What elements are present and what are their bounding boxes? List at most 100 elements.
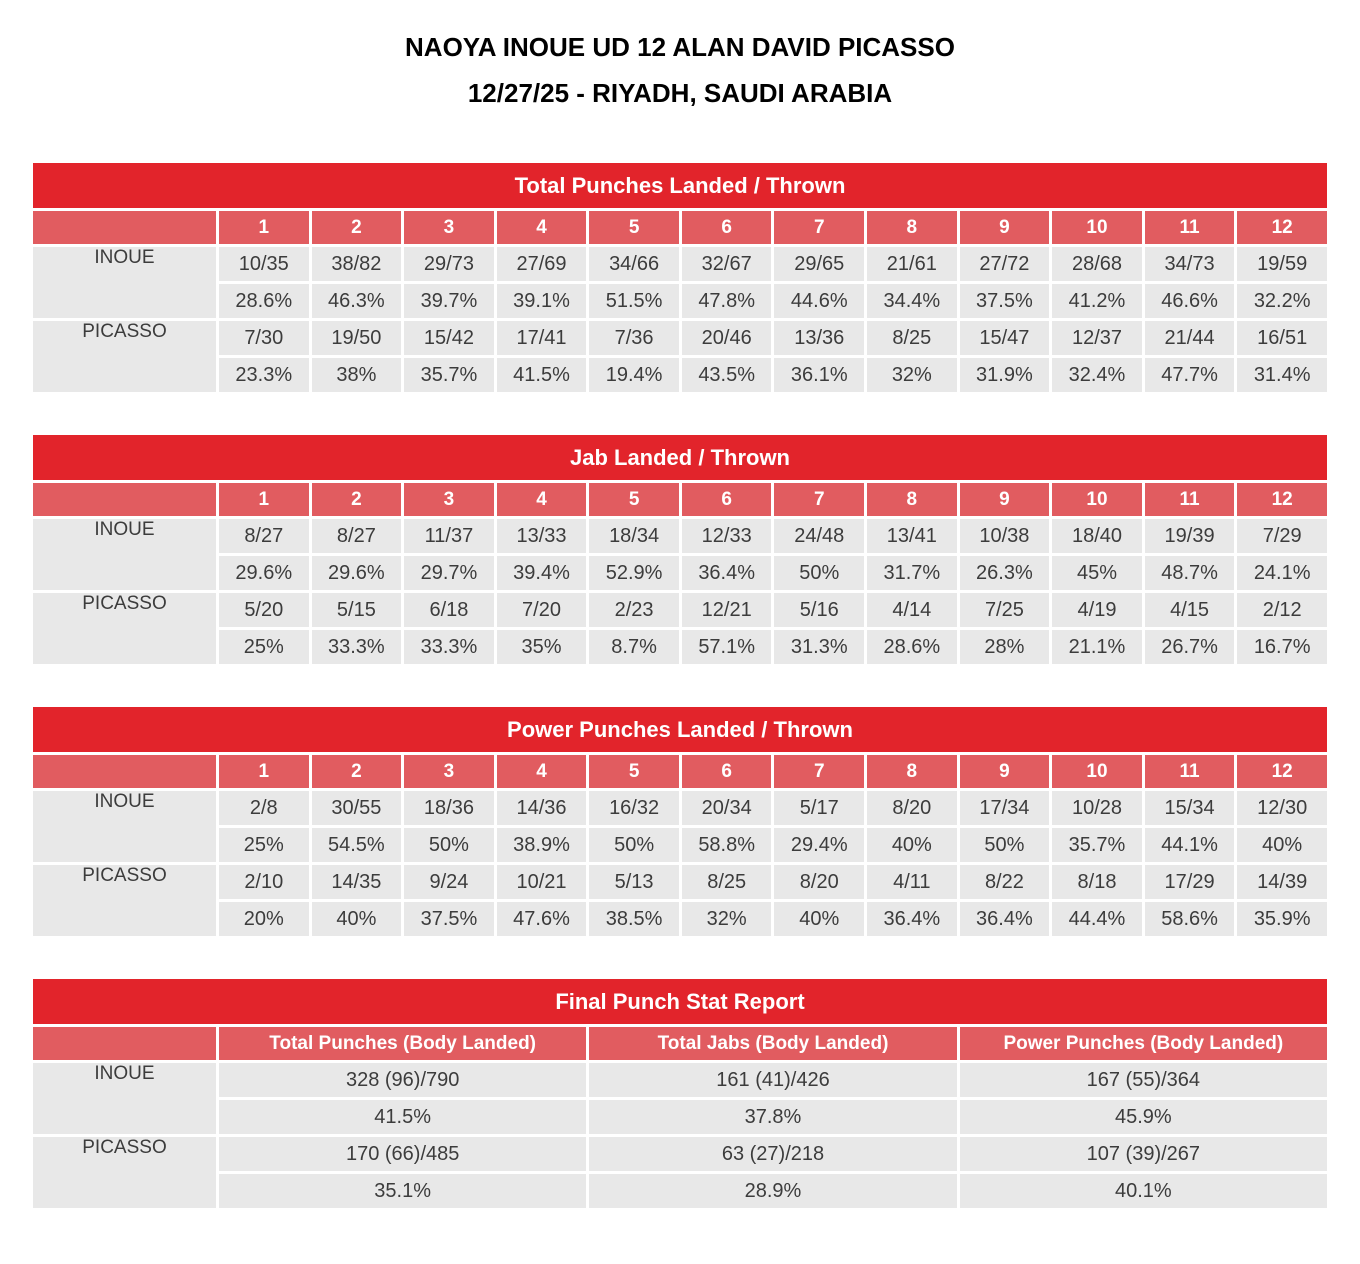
landed-thrown-cell: 32/67: [681, 247, 772, 281]
corner-cell: [33, 1027, 216, 1060]
landed-thrown-cell: 15/42: [404, 321, 494, 355]
fighter-name-cell: PICASSO: [33, 593, 216, 664]
total-landed-cell: 170 (66)/485: [219, 1137, 587, 1171]
percentage-cell: 34.4%: [867, 284, 957, 318]
landed-thrown-cell: 14/35: [311, 865, 402, 899]
percentage-cell: 26.3%: [959, 556, 1050, 590]
landed-thrown-cell: 12/37: [1052, 321, 1142, 355]
round-header-cell: 2: [311, 483, 402, 516]
round-header-cell: 11: [1144, 755, 1235, 788]
round-header-cell: 9: [959, 211, 1050, 244]
landed-thrown-cell: 15/47: [959, 321, 1050, 355]
percentage-cell: 29.6%: [311, 556, 402, 590]
landed-thrown-cell: 12/33: [681, 519, 772, 553]
landed-thrown-cell: 9/24: [404, 865, 494, 899]
round-header-cell: 8: [867, 483, 957, 516]
landed-thrown-cell: 17/29: [1144, 865, 1235, 899]
landed-thrown-cell: 14/39: [1237, 865, 1327, 899]
landed-thrown-cell: 8/20: [774, 865, 865, 899]
landed-thrown-cell: 4/11: [867, 865, 957, 899]
landed-thrown-cell: 10/35: [219, 247, 309, 281]
landed-thrown-cell: 7/29: [1237, 519, 1327, 553]
percentage-cell: 24.1%: [1237, 556, 1327, 590]
landed-thrown-cell: 34/73: [1144, 247, 1235, 281]
landed-thrown-cell: 4/19: [1052, 593, 1142, 627]
corner-cell: [33, 483, 216, 516]
percentage-cell: 50%: [589, 828, 679, 862]
stats-table-jabs: Jab Landed / Thrown 1 2 3 4 5 6 7 8 9 10 11 12 INOUE 8…: [30, 432, 1330, 667]
percentage-cell: 54.5%: [311, 828, 402, 862]
percentage-cell: 31.7%: [867, 556, 957, 590]
percentage-cell: 50%: [774, 556, 865, 590]
round-header-cell: 10: [1052, 755, 1142, 788]
landed-thrown-cell: 8/18: [1052, 865, 1142, 899]
fighter-pct-row: 25% 54.5% 50% 38.9% 50% 58.8% 29.4% 40% 50% 35.7%…: [33, 828, 1327, 862]
percentage-cell: 58.6%: [1144, 902, 1235, 936]
percentage-cell: 32%: [867, 358, 957, 392]
percentage-cell: 51.5%: [589, 284, 679, 318]
percentage-cell: 36.4%: [681, 556, 772, 590]
table-title-row: Power Punches Landed / Thrown: [33, 707, 1327, 752]
landed-thrown-cell: 13/36: [774, 321, 865, 355]
landed-thrown-cell: 2/12: [1237, 593, 1327, 627]
percentage-cell: 28.6%: [867, 630, 957, 664]
round-header-cell: 8: [867, 211, 957, 244]
percentage-cell: 45%: [1052, 556, 1142, 590]
table-title-bar: Jab Landed / Thrown: [33, 435, 1327, 480]
total-landed-cell: 161 (41)/426: [589, 1063, 957, 1097]
table-title-row: Total Punches Landed / Thrown: [33, 163, 1327, 208]
column-header-row: Total Punches (Body Landed) Total Jabs (B…: [33, 1027, 1327, 1060]
percentage-cell: 39.1%: [496, 284, 587, 318]
round-header-cell: 1: [219, 483, 309, 516]
percentage-cell: 36.4%: [959, 902, 1050, 936]
percentage-cell: 36.4%: [867, 902, 957, 936]
table-title-row: Jab Landed / Thrown: [33, 435, 1327, 480]
percentage-cell: 33.3%: [404, 630, 494, 664]
stat-report-page: NAOYA INOUE UD 12 ALAN DAVID PICASSO 12/…: [30, 0, 1330, 1211]
round-header-cell: 4: [496, 755, 587, 788]
landed-thrown-cell: 7/25: [959, 593, 1050, 627]
landed-thrown-cell: 12/21: [681, 593, 772, 627]
round-header-cell: 1: [219, 755, 309, 788]
total-landed-cell: 63 (27)/218: [589, 1137, 957, 1171]
landed-thrown-cell: 27/69: [496, 247, 587, 281]
landed-thrown-cell: 18/34: [589, 519, 679, 553]
percentage-cell: 31.4%: [1237, 358, 1327, 392]
total-landed-cell: 167 (55)/364: [959, 1063, 1327, 1097]
percentage-cell: 32%: [681, 902, 772, 936]
column-header-cell: Total Jabs (Body Landed): [589, 1027, 957, 1060]
round-header-cell: 11: [1144, 211, 1235, 244]
round-header-cell: 6: [681, 211, 772, 244]
fighter-pct-row: 23.3% 38% 35.7% 41.5% 19.4% 43.5% 36.1% 32% 31.9…: [33, 358, 1327, 392]
percentage-cell: 40%: [867, 828, 957, 862]
round-header-cell: 5: [589, 483, 679, 516]
fighter-pct-row: 35.1% 28.9% 40.1%: [33, 1174, 1327, 1208]
landed-thrown-cell: 18/36: [404, 791, 494, 825]
landed-thrown-cell: 38/82: [311, 247, 402, 281]
round-header-cell: 3: [404, 483, 494, 516]
fighter-landed-row: INOUE 10/35 38/82 29/73 27/69 34/66 32/67 29/65…: [33, 247, 1327, 318]
round-header-cell: 12: [1237, 483, 1327, 516]
percentage-cell: 50%: [404, 828, 494, 862]
percentage-cell: 29.7%: [404, 556, 494, 590]
percentage-cell: 38.5%: [589, 902, 679, 936]
landed-thrown-cell: 10/21: [496, 865, 587, 899]
round-header-cell: 5: [589, 755, 679, 788]
landed-thrown-cell: 5/15: [311, 593, 402, 627]
percentage-cell: 47.6%: [496, 902, 587, 936]
round-header-row: 1 2 3 4 5 6 7 8 9 10 11 12: [33, 483, 1327, 516]
landed-thrown-cell: 2/10: [219, 865, 309, 899]
percentage-cell: 47.8%: [681, 284, 772, 318]
percentage-cell: 32.2%: [1237, 284, 1327, 318]
total-landed-cell: 328 (96)/790: [219, 1063, 587, 1097]
percentage-cell: 19.4%: [589, 358, 679, 392]
landed-thrown-cell: 8/25: [681, 865, 772, 899]
round-header-row: 1 2 3 4 5 6 7 8 9 10 11 12: [33, 755, 1327, 788]
landed-thrown-cell: 8/25: [867, 321, 957, 355]
round-stat-tables: Total Punches Landed / Thrown 1 2 3 4 5 6 7 8 9 10…: [30, 160, 1330, 939]
landed-thrown-cell: 13/33: [496, 519, 587, 553]
round-header-cell: 12: [1237, 211, 1327, 244]
percentage-cell: 48.7%: [1144, 556, 1235, 590]
fighter-name-cell: INOUE: [33, 791, 216, 862]
landed-thrown-cell: 30/55: [311, 791, 402, 825]
